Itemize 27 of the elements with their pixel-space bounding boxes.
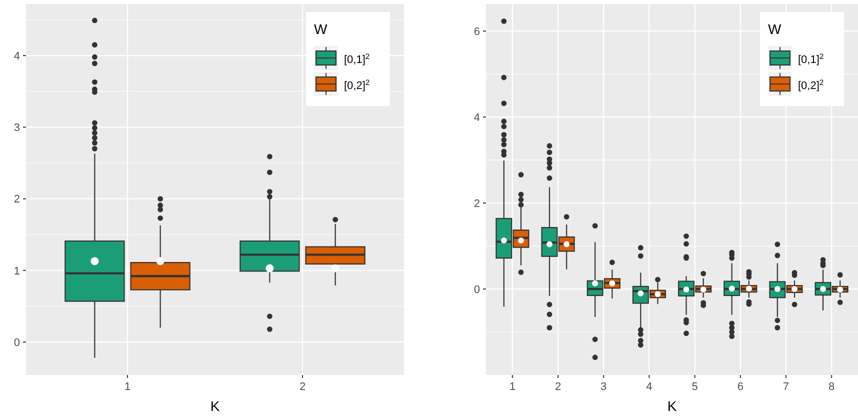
y-tick-label: 2 [474, 198, 480, 210]
y-tick-label: 1 [14, 265, 20, 278]
x-tick-label: 5 [692, 381, 698, 393]
x-tick-label: 1 [509, 381, 516, 393]
y-tick-label: 3 [14, 122, 20, 134]
x-tick-label: 3 [600, 381, 607, 393]
x-tick-label: 1 [124, 381, 131, 393]
legend-label: [0,1]$^{2}$ [798, 52, 824, 66]
legend-label: [0,1]$^{2}$ [344, 52, 370, 66]
y-tick-label: 0 [14, 336, 20, 349]
legend-label: [0,2]$^{2}$ [798, 78, 824, 92]
legend-title: W [768, 21, 782, 37]
x-tick-label: 7 [782, 381, 790, 393]
legend-label: [0,2]$^{2}$ [344, 78, 370, 92]
y-tick-label: 0 [474, 284, 480, 296]
x-axis-title: K [210, 398, 220, 414]
y-tick-label: 4 [14, 50, 20, 62]
x-tick-label: 8 [828, 381, 835, 393]
x-tick-label: 2 [299, 381, 306, 393]
x-tick-label: 4 [646, 381, 652, 393]
y-tick-label: 4 [474, 112, 480, 124]
y-tick-label: 6 [474, 26, 480, 38]
y-tick-label: 2 [14, 194, 20, 206]
x-tick-label: 6 [737, 381, 744, 393]
legend-title: W [314, 21, 328, 37]
x-tick-label: 2 [554, 381, 562, 393]
x-axis-title: K [667, 398, 678, 414]
